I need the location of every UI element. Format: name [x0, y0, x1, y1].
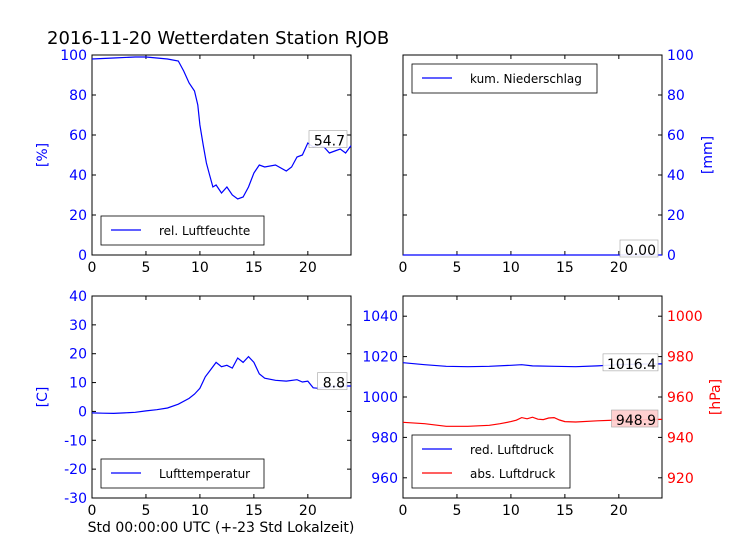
legend-label: abs. Luftdruck	[470, 467, 555, 481]
x-tick-label: 0	[399, 260, 408, 276]
y-tick-label: -10	[64, 433, 87, 449]
x-tick-label: 10	[502, 503, 520, 519]
legend-box	[411, 434, 571, 489]
x-tick-label: 10	[191, 260, 209, 276]
y-tick-label: 20	[69, 208, 87, 224]
y-tick-label: 0	[667, 248, 676, 264]
figure-title: 2016-11-20 Wetterdaten Station RJOB	[47, 28, 389, 49]
x-tick-label: 15	[556, 260, 574, 276]
x-tick-label: 0	[88, 260, 97, 276]
value-annotation-left: 1016.4	[607, 357, 656, 373]
legend-label: Lufttemperatur	[159, 467, 250, 481]
x-tick-label: 15	[245, 260, 263, 276]
y-tick-label: 80	[667, 88, 685, 104]
y-tick-label: 40	[69, 289, 87, 305]
series-line	[402, 416, 663, 427]
y-tick-label: 60	[69, 128, 87, 144]
y-tick-label: 0	[78, 248, 87, 264]
y-tick-label: 100	[667, 48, 694, 64]
value-annotation-box	[619, 239, 659, 258]
y-tick-label: -20	[64, 462, 87, 478]
y-tick-label: 40	[667, 168, 685, 184]
panel-pressure: 0 5 10 15 20 960 980 1000 1020 1040 920 940 960 980 10…	[362, 295, 724, 519]
x-tick-label: 5	[141, 260, 150, 276]
x-tick-label: 20	[610, 503, 628, 519]
y2-tick-label: 940	[667, 430, 694, 446]
value-annotation-right-box	[611, 409, 659, 428]
legend: Lufttemperatur	[100, 458, 265, 489]
y-tick-label: 100	[60, 48, 87, 64]
value-annotation: 0.00	[625, 243, 656, 259]
x-tick-label: 15	[556, 503, 574, 519]
value-annotation-left-box	[602, 353, 659, 372]
y-axis-label: [C]	[35, 387, 51, 408]
x-tick-label: 5	[452, 503, 461, 519]
legend: red. Luftdruck abs. Luftdruck	[411, 434, 571, 489]
y2-tick-label: 1000	[667, 309, 703, 325]
y-tick-label: 960	[371, 471, 398, 487]
y-tick-label: 1040	[362, 309, 398, 325]
legend-label: red. Luftdruck	[470, 443, 554, 457]
y-tick-label: 20	[69, 347, 87, 363]
y2-tick-label: 980	[667, 350, 694, 366]
x-tick-label: 5	[452, 260, 461, 276]
panel-humidity: 0 5 10 15 20 0 20 40 60 80 100 [%] rel. Luftfeuchte 5…	[35, 48, 352, 276]
y2-tick-label: 920	[667, 471, 694, 487]
legend: kum. Niederschlag	[411, 63, 598, 94]
panel-temperature: 0 5 10 15 20 -30 -20 -10 0 10 20 30 40 [C] Lufttempera…	[35, 289, 352, 519]
legend-label: rel. Luftfeuchte	[159, 224, 250, 238]
x-tick-label: 20	[610, 260, 628, 276]
panel-precipitation: 0 5 10 15 20 0 20 40 60 80 100 [mm] kum. Niederschla…	[399, 48, 716, 276]
x-tick-label: 15	[245, 503, 263, 519]
y-tick-label: 10	[69, 376, 87, 392]
x-tick-label: 10	[502, 260, 520, 276]
legend: rel. Luftfeuchte	[100, 215, 265, 246]
x-tick-label: 5	[141, 503, 150, 519]
y-tick-label: 1000	[362, 390, 398, 406]
y-tick-label: 1020	[362, 350, 398, 366]
y-tick-label: 0	[78, 404, 87, 420]
x-tick-label: 20	[299, 503, 317, 519]
value-annotation-right: 948.9	[616, 413, 656, 429]
y-tick-label: 40	[69, 168, 87, 184]
y2-axis-label: [hPa]	[708, 379, 724, 415]
y-tick-label: 20	[667, 208, 685, 224]
x-tick-label: 0	[399, 503, 408, 519]
value-annotation: 8.8	[323, 376, 345, 392]
y2-tick-label: 960	[667, 390, 694, 406]
value-annotation-box	[317, 372, 348, 391]
x-tick-label: 20	[299, 260, 317, 276]
value-annotation-box	[308, 130, 348, 148]
x-tick-label: 10	[191, 503, 209, 519]
x-axis-label: Std 00:00:00 UTC (+-23 Std Lokalzeit)	[88, 520, 355, 536]
y-tick-label: -30	[64, 491, 87, 507]
y-axis-label: [mm]	[700, 136, 716, 174]
y-tick-label: 980	[371, 430, 398, 446]
y-tick-label: 30	[69, 318, 87, 334]
y-tick-label: 60	[667, 128, 685, 144]
legend-box	[100, 215, 265, 246]
y-axis-label: [%]	[35, 143, 51, 167]
y-tick-label: 80	[69, 88, 87, 104]
series-line	[91, 355, 351, 415]
x-tick-label: 0	[88, 503, 97, 519]
legend-label: kum. Niederschlag	[470, 72, 582, 86]
value-annotation: 54.7	[314, 134, 345, 150]
